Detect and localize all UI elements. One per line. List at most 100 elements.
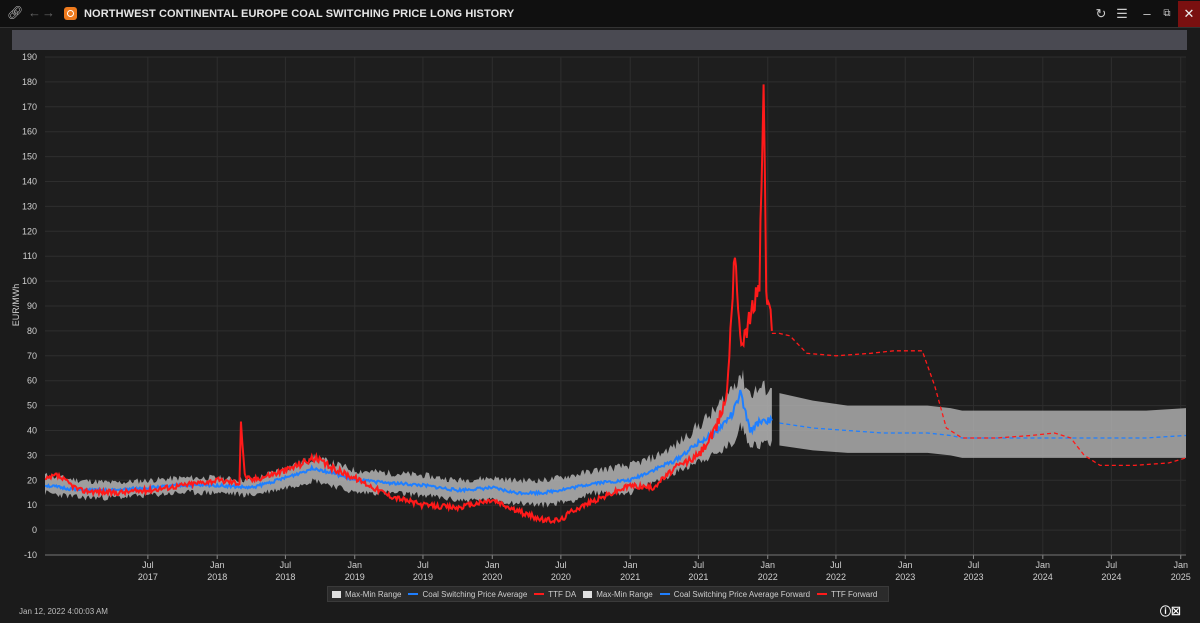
y-tick-label: 20 bbox=[27, 475, 37, 485]
x-tick-month-label: Jan bbox=[1036, 560, 1051, 570]
chart-container: -10 0 10 20 30 40 50 60 70 80 90 100 110 120 130 140 150… bbox=[0, 52, 1200, 600]
grid-lines bbox=[45, 56, 1186, 556]
y-tick-label: 80 bbox=[27, 326, 37, 336]
x-tick-year-label: 2023 bbox=[963, 572, 983, 582]
close-icon: ✕ bbox=[1183, 6, 1195, 21]
y-tick-label: 150 bbox=[22, 152, 37, 162]
legend-label: Max-Min Range bbox=[596, 589, 653, 599]
x-tick-month-label: Jul bbox=[1106, 560, 1118, 570]
legend-label: Coal Switching Price Average Forward bbox=[673, 589, 811, 599]
series-lines bbox=[44, 84, 1187, 524]
y-tick-label: 0 bbox=[32, 525, 37, 535]
y-tick-label: 40 bbox=[27, 426, 37, 436]
y-tick-label: 30 bbox=[27, 450, 37, 460]
x-tick-month-label: Jul bbox=[968, 560, 980, 570]
arrow-left-icon[interactable]: ← bbox=[28, 5, 41, 20]
x-tick-month-label: Jan bbox=[347, 560, 362, 570]
coal-switching-chart: -10 0 10 20 30 40 50 60 70 80 90 100 110 120 130 140 150… bbox=[11, 52, 1191, 582]
x-tick-year-label: 2019 bbox=[413, 572, 433, 582]
x-tick-year-label: 2022 bbox=[758, 572, 778, 582]
legend-label: Max-Min Range bbox=[345, 589, 402, 599]
chart-legend: Max-Min Range Coal Switching Price Averag… bbox=[327, 586, 890, 602]
y-tick-label: 120 bbox=[22, 226, 37, 236]
ttf-forward-line bbox=[771, 332, 1187, 467]
y-axis-label: EUR/MWh bbox=[11, 284, 21, 327]
y-tick-label: 10 bbox=[27, 500, 37, 510]
y-tick-label: 90 bbox=[27, 301, 37, 311]
x-tick-year-label: 2018 bbox=[275, 572, 295, 582]
title-bar: 🔗︎ ← → NORTHWEST CONTINENTAL EUROPE COAL… bbox=[0, 0, 1200, 28]
info-icon[interactable]: ⓘ☒ bbox=[1160, 606, 1181, 618]
legend-item[interactable]: TTF Forward bbox=[817, 590, 877, 599]
refresh-icon[interactable]: ↻ bbox=[1095, 6, 1107, 21]
hamburger-menu-icon[interactable]: ☰ bbox=[1116, 6, 1128, 21]
y-axis: -10 0 10 20 30 40 50 60 70 80 90 100 110 120 130 140 150… bbox=[22, 52, 37, 560]
x-tick-month-label: Jul bbox=[417, 560, 429, 570]
legend-swatch bbox=[583, 590, 593, 598]
x-tick-year-label: 2020 bbox=[551, 572, 571, 582]
x-tick-year-label: 2024 bbox=[1101, 572, 1121, 582]
x-tick-year-label: 2020 bbox=[482, 572, 502, 582]
legend-swatch bbox=[408, 593, 419, 595]
legend-swatch bbox=[534, 593, 545, 595]
y-tick-label: 180 bbox=[22, 77, 37, 87]
legend-item[interactable]: Coal Switching Price Average bbox=[408, 590, 527, 599]
legend-swatch bbox=[817, 593, 828, 595]
x-tick-month-label: Jan bbox=[210, 560, 225, 570]
x-tick-year-label: 2021 bbox=[688, 572, 708, 582]
chart-toolbar-strip bbox=[12, 30, 1187, 50]
app-logo-icon bbox=[64, 7, 77, 20]
ttf-da-line bbox=[44, 84, 773, 524]
max-min-range-band bbox=[779, 393, 1186, 458]
timestamp: Jan 12, 2022 4:00:03 AM bbox=[19, 607, 108, 616]
close-button[interactable]: ✕ bbox=[1178, 1, 1200, 27]
y-tick-label: 50 bbox=[27, 401, 37, 411]
x-tick-month-label: Jul bbox=[830, 560, 842, 570]
y-tick-label: 110 bbox=[23, 251, 37, 261]
x-tick-month-label: Jan bbox=[760, 560, 775, 570]
x-tick-month-label: Jan bbox=[898, 560, 913, 570]
x-tick-year-label: 2018 bbox=[207, 572, 227, 582]
legend-label: Coal Switching Price Average bbox=[422, 589, 528, 599]
max-min-range-band bbox=[45, 369, 772, 509]
legend-label: TTF DA bbox=[548, 589, 577, 599]
x-tick-year-label: 2025 bbox=[1171, 572, 1191, 582]
legend-label: TTF Forward bbox=[831, 589, 878, 599]
y-tick-label: 100 bbox=[22, 276, 37, 286]
y-tick-label: 140 bbox=[22, 177, 37, 187]
y-tick-label: 190 bbox=[22, 52, 37, 62]
x-tick-month-label: Jul bbox=[555, 560, 567, 570]
arrow-right-icon[interactable]: → bbox=[42, 5, 55, 20]
legend-swatch bbox=[659, 593, 670, 595]
y-tick-label: 170 bbox=[22, 102, 37, 112]
x-tick-month-label: Jul bbox=[693, 560, 705, 570]
x-axis: Jul 2017 Jan 2018 Jul 2018 Jan 2019 Jul 2019 Jan 20… bbox=[45, 554, 1191, 582]
legend-item[interactable]: Coal Switching Price Average Forward bbox=[659, 589, 811, 599]
y-tick-label: -10 bbox=[24, 550, 37, 560]
range-bands bbox=[45, 369, 1186, 509]
y-tick-label: 60 bbox=[27, 376, 37, 386]
x-tick-month-label: Jul bbox=[142, 560, 154, 570]
x-tick-month-label: Jul bbox=[280, 560, 292, 570]
y-tick-label: 70 bbox=[27, 351, 37, 361]
x-tick-year-label: 2022 bbox=[826, 572, 846, 582]
window-title: NORTHWEST CONTINENTAL EUROPE COAL SWITCH… bbox=[84, 8, 515, 20]
x-tick-year-label: 2023 bbox=[895, 572, 915, 582]
x-tick-month-label: Jan bbox=[485, 560, 500, 570]
x-tick-year-label: 2024 bbox=[1033, 572, 1053, 582]
legend-item[interactable]: Max-Min Range bbox=[332, 590, 401, 599]
legend-item[interactable]: TTF DA bbox=[534, 590, 576, 599]
legend-swatch bbox=[332, 590, 341, 598]
y-tick-label: 160 bbox=[22, 127, 37, 137]
link-icon[interactable]: 🔗︎ bbox=[7, 5, 24, 20]
x-tick-month-label: Jan bbox=[1173, 560, 1188, 570]
x-tick-year-label: 2017 bbox=[138, 572, 158, 582]
y-tick-label: 130 bbox=[22, 201, 37, 211]
x-tick-month-label: Jan bbox=[623, 560, 638, 570]
restore-icon[interactable]: ⧉ bbox=[1163, 8, 1171, 19]
legend-item[interactable]: Max-Min Range bbox=[583, 589, 653, 599]
coal-switching-price-average-forward-line bbox=[779, 422, 1187, 439]
x-tick-year-label: 2019 bbox=[345, 572, 365, 582]
minimize-icon[interactable]: – bbox=[1143, 6, 1151, 21]
x-tick-year-label: 2021 bbox=[620, 572, 640, 582]
